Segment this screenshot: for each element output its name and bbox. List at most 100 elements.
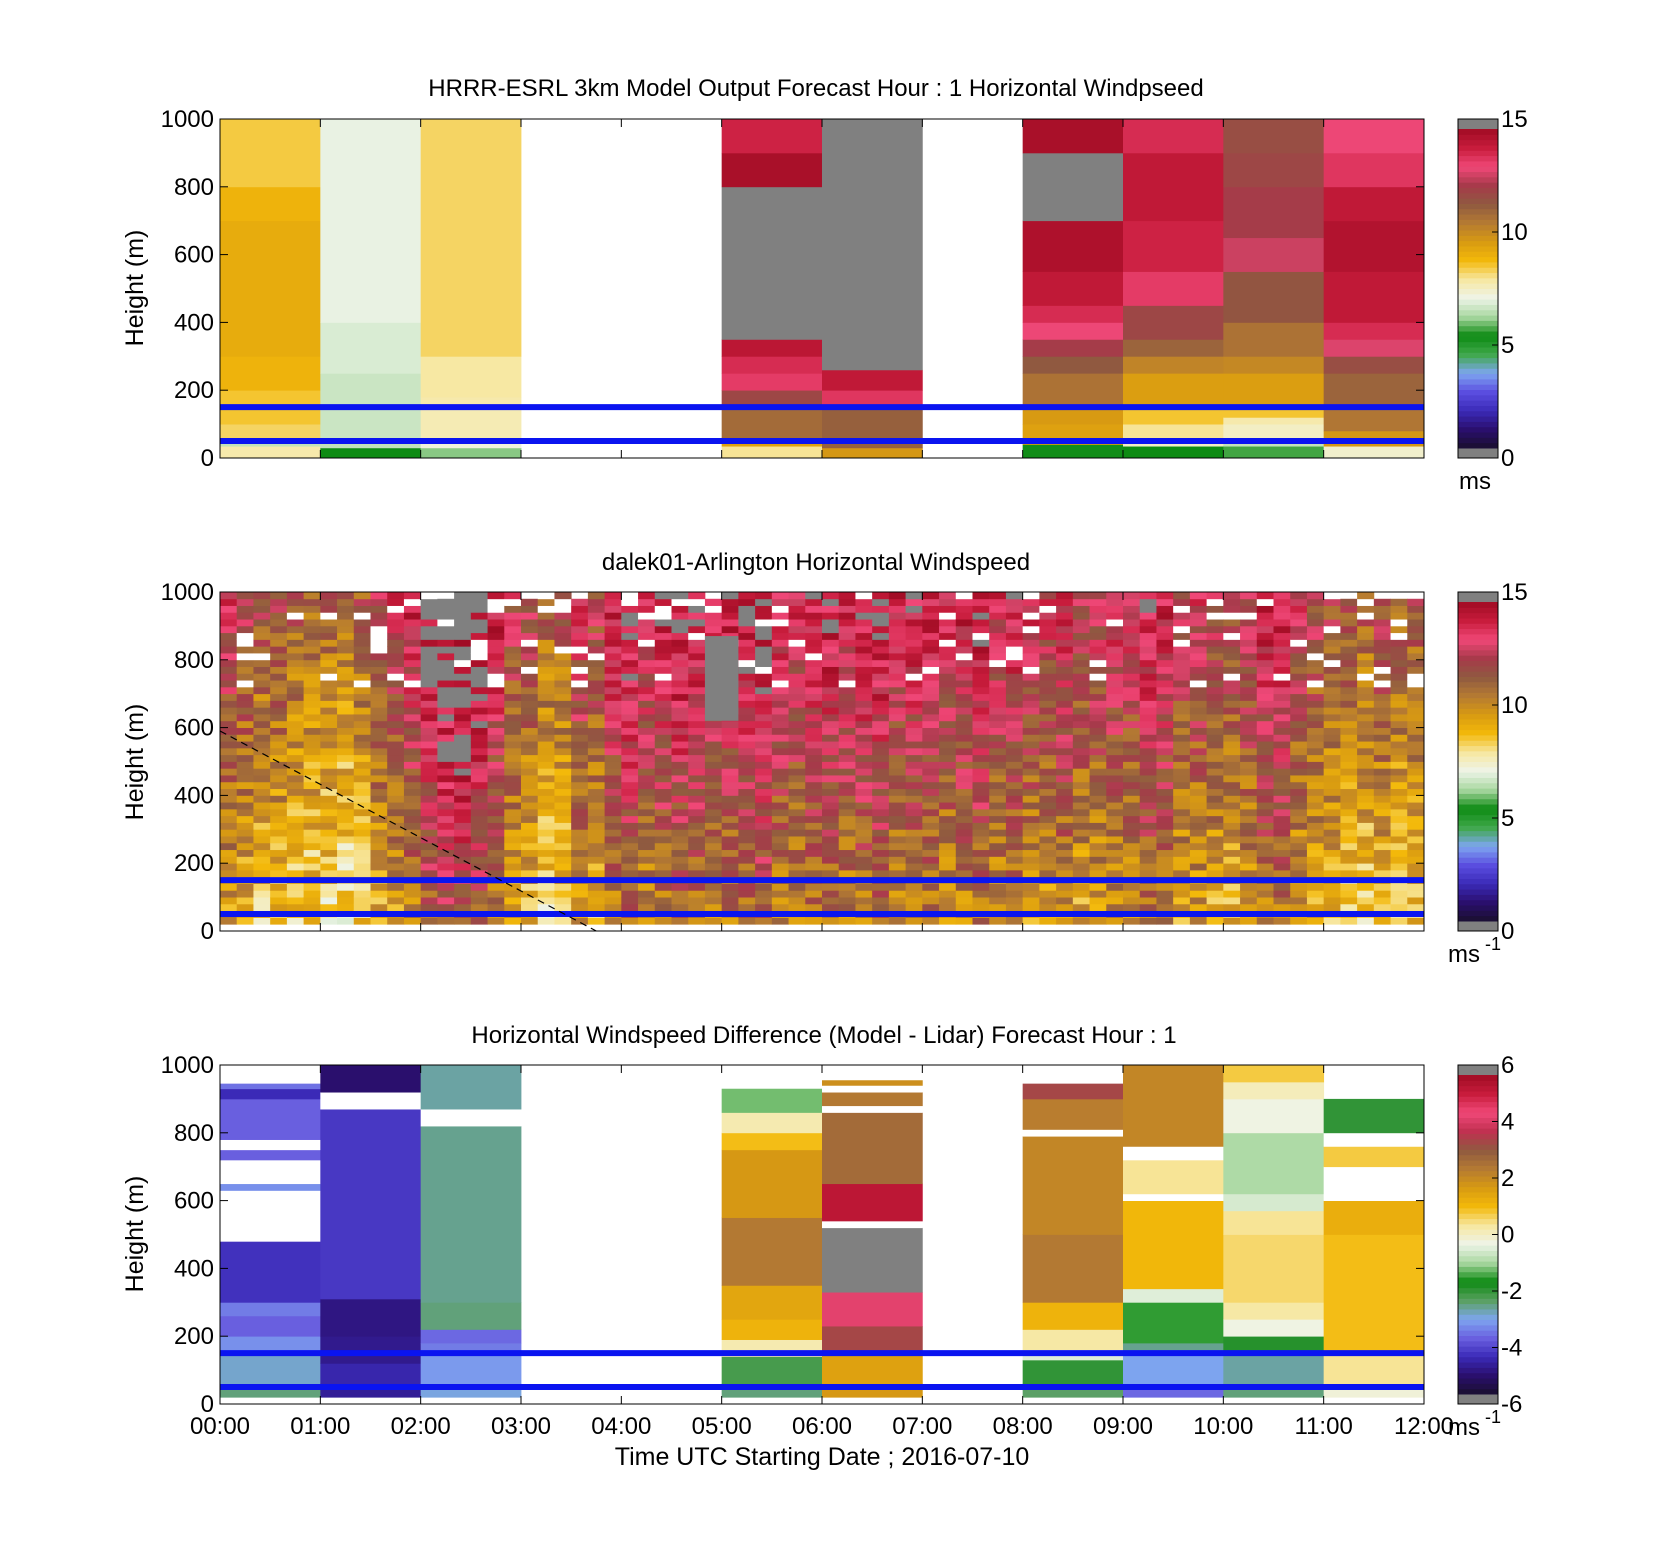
heatmap-cell [487,795,505,803]
heatmap-cell [220,1098,321,1140]
heatmap-cell [370,592,388,600]
heatmap-cell [1139,802,1157,810]
heatmap-cell [1240,747,1258,756]
heatmap-cell [571,686,589,695]
heatmap-cell [1340,747,1358,756]
heatmap-cell [236,890,254,898]
heatmap-cell [755,727,773,735]
heatmap-cell [1373,646,1391,654]
heatmap-cell [537,829,555,837]
heatmap-cell [504,754,522,762]
heatmap-cell [621,741,639,749]
heatmap-cell [1373,727,1391,735]
heatmap-cell [220,1241,321,1303]
heatmap-cell [989,815,1007,823]
heatmap-cell [587,680,606,688]
heatmap-cell [1290,612,1308,620]
heatmap-cell [688,700,706,708]
heatmap-cell [638,612,656,620]
heatmap-cell [1256,714,1274,722]
heatmap-cell [337,707,355,715]
heatmap-cell [353,659,371,667]
colorbar-swatch [1458,134,1498,141]
heatmap-cell [771,897,789,905]
heatmap-cell [470,700,488,708]
heatmap-cell [537,761,555,769]
heatmap-cell [989,646,1007,654]
heatmap-cell [537,863,555,871]
heatmap-cell [604,659,622,667]
heatmap-cell [939,720,957,728]
heatmap-cell [504,693,522,701]
colorbar-swatch [1458,394,1498,401]
heatmap-cell [905,680,923,688]
heatmap-cell [738,693,756,701]
heatmap-cell [1206,768,1224,776]
heatmap-cell [337,917,355,925]
heatmap-cell [236,761,254,769]
heatmap-cell [337,856,355,864]
heatmap-cell [387,883,405,891]
heatmap-cell [454,768,472,776]
heatmap-cell [236,775,254,783]
heatmap-cell [855,829,873,837]
heatmap-cell [1390,612,1408,620]
heatmap-cell [320,815,338,823]
heatmap-cell [955,808,973,817]
heatmap-cell [1390,863,1408,871]
heatmap-cell [303,836,321,844]
heatmap-cell [822,795,840,803]
heatmap-cell [1022,808,1040,817]
heatmap-cell [504,897,522,905]
heatmap-cell [454,829,472,837]
heatmap-cell [1039,747,1057,756]
heatmap-cell [1022,605,1040,613]
heatmap-cell [989,849,1007,857]
heatmap-cell [470,707,488,715]
heatmap-cell [1056,917,1074,925]
heatmap-cell [755,883,773,891]
heatmap-cell [403,741,422,749]
heatmap-cell [353,693,371,701]
heatmap-cell [939,592,957,600]
heatmap-cell [220,822,238,830]
heatmap-cell [1022,720,1040,728]
heatmap-cell [437,659,455,667]
heatmap-cell [1340,700,1358,708]
heatmap-cell [1039,592,1057,600]
heatmap-cell [855,883,873,891]
heatmap-cell [1039,673,1057,681]
heatmap-cell [972,720,990,728]
heatmap-cell [1306,673,1325,681]
colorbar-swatch [1458,825,1498,832]
heatmap-cell [955,856,973,864]
heatmap-cell [822,754,840,762]
heatmap-cell [888,768,907,776]
heatmap-cell [437,897,455,905]
heatmap-cell [955,673,973,681]
heatmap-cell [1156,747,1174,756]
heatmap-cell [1156,863,1174,871]
heatmap-cell [738,646,756,654]
heatmap-cell [253,869,271,878]
heatmap-cell [1357,632,1375,640]
heatmap-cell [1005,612,1024,620]
heatmap-cell [454,795,472,803]
heatmap-cell [939,734,957,742]
heatmap-cell [922,666,940,674]
heatmap-cell [872,693,890,701]
heatmap-cell [487,592,505,600]
heatmap-cell [537,836,555,844]
heatmap-cell [805,714,823,722]
heatmap-cell [320,646,338,654]
heatmap-cell [1256,659,1274,667]
heatmap-cell [671,802,689,810]
heatmap-cell [771,768,789,776]
heatmap-cell [788,666,806,674]
colorbar-swatch [1458,1191,1498,1198]
heatmap-cell [1290,815,1308,823]
heatmap-cell [1173,863,1191,871]
heatmap-cell [721,1356,823,1385]
heatmap-cell [738,680,756,688]
heatmap-cell [1005,842,1024,851]
